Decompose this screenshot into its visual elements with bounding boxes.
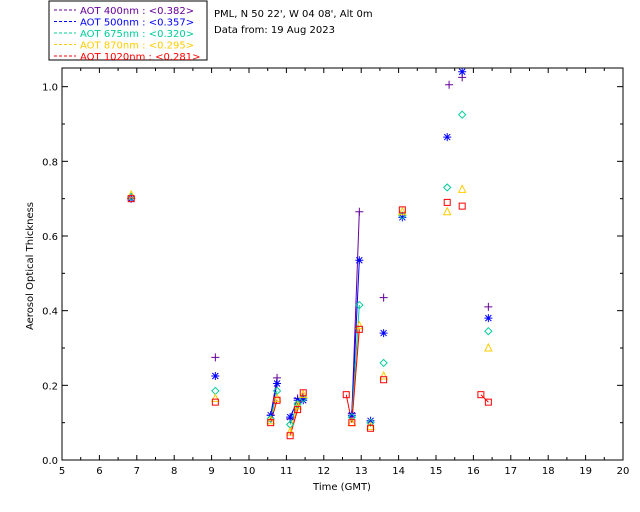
axis-ticks: 5 6 7 8 9 10 11 12 13 14 15 16 17 18 19 20 0.0 0.2 0.4 0.6 0… (42, 68, 629, 477)
point-aot-1020nm (398, 206, 406, 214)
x-tick-label: 7 (134, 466, 140, 477)
point-aot-500nm (211, 372, 220, 380)
y-axis-label: Aerosol Optical Thickness (25, 202, 36, 330)
point-aot-400nm (355, 207, 364, 216)
header-location: PML, N 50 22', W 04 08', Alt 0m (214, 9, 373, 20)
point-aot-675nm (443, 183, 452, 192)
legend-label: AOT 675nm : <0.320> (80, 29, 194, 40)
point-aot-870nm (379, 370, 388, 380)
legend-label: AOT 500nm : <0.357> (80, 18, 194, 29)
series-points (126, 67, 493, 440)
x-tick-label: 16 (467, 466, 480, 477)
plot-frame (61, 67, 624, 461)
point-aot-500nm (299, 396, 308, 405)
point-aot-500nm (484, 314, 493, 323)
header-date: Data from: 19 Aug 2023 (214, 25, 335, 36)
series-line-aot-500nm (351, 260, 360, 416)
point-aot-675nm (379, 358, 388, 368)
y-tick-label: 0.2 (42, 381, 58, 392)
legend: AOT 400nm : <0.382>AOT 500nm : <0.357>AO… (54, 6, 200, 63)
point-aot-500nm (347, 411, 356, 420)
point-aot-500nm (127, 194, 136, 203)
x-tick-label: 13 (355, 466, 368, 477)
point-aot-870nm (457, 184, 467, 193)
point-aot-1020nm (211, 398, 219, 406)
point-aot-1020nm (342, 391, 350, 399)
y-tick-label: 0.0 (42, 456, 58, 467)
x-tick-label: 18 (542, 466, 555, 477)
point-aot-1020nm (355, 325, 363, 333)
point-aot-675nm (366, 418, 375, 427)
point-aot-1020nm (484, 398, 492, 406)
x-tick-label: 20 (617, 466, 630, 477)
point-aot-870nm (293, 400, 302, 410)
point-aot-870nm (126, 189, 136, 199)
point-aot-675nm (484, 326, 493, 336)
x-tick-label: 10 (243, 466, 256, 477)
point-aot-870nm (285, 426, 295, 436)
point-aot-675nm (457, 110, 467, 119)
x-tick-label: 6 (96, 466, 102, 477)
series-line-aot-1020nm (480, 394, 489, 403)
x-tick-label: 19 (579, 466, 592, 477)
x-tick-label: 17 (504, 466, 517, 477)
point-aot-675nm (293, 399, 302, 409)
y-tick-label: 0.4 (42, 307, 58, 318)
point-aot-1020nm (477, 391, 485, 399)
point-aot-870nm (442, 206, 452, 216)
point-aot-1020nm (367, 424, 375, 432)
x-tick-label: 15 (430, 466, 443, 477)
point-aot-675nm (347, 412, 357, 422)
point-aot-1020nm (458, 202, 466, 210)
point-aot-400nm (379, 293, 388, 302)
point-aot-500nm (273, 379, 282, 388)
point-aot-500nm (379, 329, 388, 338)
series-line-aot-1020nm (345, 329, 360, 423)
point-aot-1020nm (127, 195, 135, 203)
x-axis-label: Time (GMT) (312, 482, 371, 493)
point-aot-870nm (266, 415, 276, 425)
point-aot-870nm (398, 206, 407, 216)
point-aot-1020nm (267, 419, 275, 427)
point-aot-1020nm (443, 198, 451, 206)
point-aot-500nm (366, 416, 375, 425)
point-aot-1020nm (299, 389, 307, 397)
point-aot-500nm (398, 213, 407, 222)
legend-box (48, 0, 208, 61)
y-tick-label: 1.0 (42, 83, 58, 94)
point-aot-870nm (484, 342, 493, 352)
point-aot-675nm (355, 300, 364, 310)
x-tick-label: 5 (59, 466, 65, 477)
point-aot-500nm (443, 133, 452, 142)
point-aot-870nm (211, 393, 220, 402)
point-aot-1020nm (348, 419, 356, 427)
x-tick-label: 9 (208, 466, 214, 477)
point-aot-675nm (266, 414, 275, 424)
point-aot-400nm (211, 353, 220, 362)
point-aot-870nm (366, 421, 375, 430)
point-aot-870nm (355, 320, 364, 330)
point-aot-400nm (484, 302, 493, 311)
point-aot-870nm (272, 393, 282, 402)
legend-label: AOT 400nm : <0.382> (80, 6, 194, 17)
point-aot-500nm (286, 413, 295, 422)
y-tick-label: 0.6 (42, 232, 58, 243)
point-aot-1020nm (273, 396, 281, 404)
y-tick-label: 0.8 (42, 157, 58, 168)
x-tick-label: 11 (280, 466, 293, 477)
point-aot-500nm (458, 67, 467, 76)
point-aot-1020nm (286, 432, 294, 440)
legend-label: AOT 1020nm : <0.281> (80, 52, 200, 63)
point-aot-1020nm (380, 376, 388, 384)
x-tick-label: 14 (392, 466, 405, 477)
point-aot-400nm (445, 80, 454, 89)
x-tick-label: 12 (317, 466, 330, 477)
legend-label: AOT 870nm : <0.295> (80, 41, 194, 52)
point-aot-500nm (355, 256, 364, 265)
point-aot-870nm (298, 389, 308, 399)
x-tick-label: 8 (171, 466, 177, 477)
point-aot-1020nm (294, 406, 302, 414)
